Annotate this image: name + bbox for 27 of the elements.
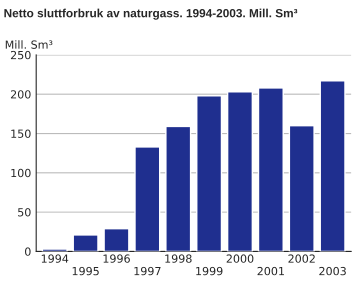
x-tick-label: 1999 xyxy=(196,266,222,276)
bar xyxy=(134,146,160,252)
bar xyxy=(320,80,346,252)
chart-title: Netto sluttforbruk av naturgass. 1994-2003. Mill. Sm³ xyxy=(4,8,298,20)
y-tick-label: 100 xyxy=(11,168,31,178)
y-tick-label: 200 xyxy=(10,90,31,99)
x-tick-label: 2000 xyxy=(226,254,254,263)
y-tick-label: 50 xyxy=(18,208,31,217)
x-tick-label: 2002 xyxy=(288,254,315,263)
x-tick-label: 1997 xyxy=(134,266,161,276)
y-tick-label: 250 xyxy=(10,50,31,60)
bar xyxy=(288,124,315,252)
bar xyxy=(196,95,222,252)
bar xyxy=(258,87,284,252)
y-tick-label: 150 xyxy=(11,129,31,138)
bar xyxy=(72,234,99,252)
bar xyxy=(165,126,192,252)
x-tick-label: 1995 xyxy=(72,266,99,276)
x-tick-label: 1998 xyxy=(165,254,192,263)
x-tick-label: 1994 xyxy=(42,254,68,263)
x-tick-label: 2003 xyxy=(319,266,346,276)
bar xyxy=(103,228,130,252)
bar xyxy=(226,91,254,252)
y-tick-label: 0 xyxy=(25,247,31,256)
x-tick-label: 1996 xyxy=(104,254,130,263)
y-axis-title: Mill. Sm³ xyxy=(6,40,52,49)
x-tick-label: 2001 xyxy=(258,266,284,276)
